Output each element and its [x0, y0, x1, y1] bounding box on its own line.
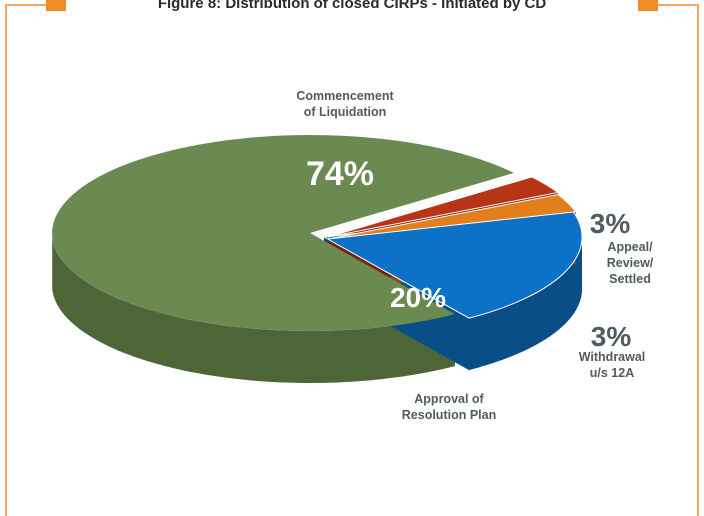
pie-labels: 74% Commencement of Liquidation 20% Approval…: [296, 89, 653, 422]
chart-title: Figure 8: Distribution of closed CIRPs -…: [157, 0, 547, 12]
withdrawal-category-label: Withdrawal u/s 12A: [579, 350, 646, 380]
commencement-category-label: Commencement of Liquidation: [296, 89, 394, 119]
appeal-value-label: 3%: [590, 208, 631, 239]
approval-slice-side: [469, 237, 582, 371]
appeal-slice: [327, 176, 560, 238]
approval-slice: [322, 209, 583, 319]
withdrawal-value-label: 3%: [591, 321, 632, 352]
appeal-category-label: Appeal/Review/Settled: [607, 240, 654, 286]
approval-value-label: 20%: [390, 282, 446, 313]
commencement-slice: [52, 135, 514, 332]
commencement-value-label: 74%: [306, 155, 374, 193]
withdrawal-slice: [327, 193, 577, 240]
commencement-slice-side: [52, 236, 455, 383]
pie-tops: [52, 135, 583, 332]
approval-category-label: Approval of Resolution Plan: [402, 392, 496, 422]
